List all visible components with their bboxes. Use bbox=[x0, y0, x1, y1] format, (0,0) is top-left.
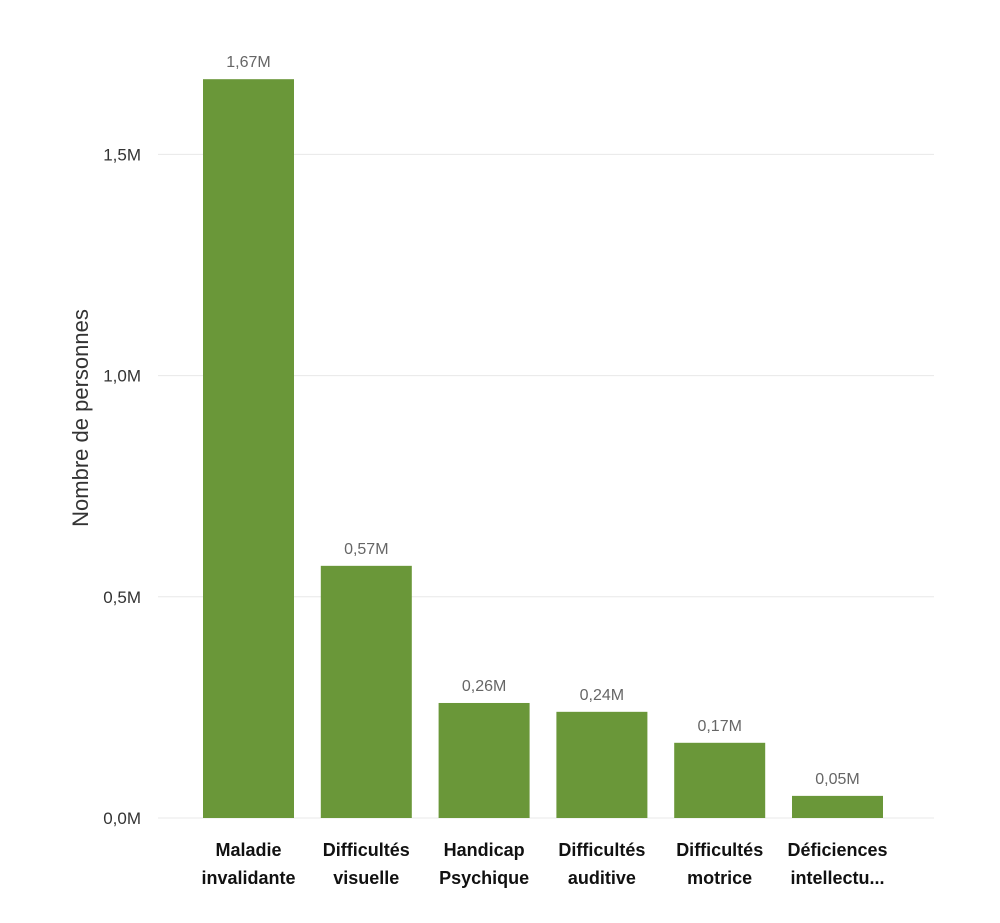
bar-4 bbox=[674, 742, 766, 818]
x-category-label-1-line-1: visuelle bbox=[333, 868, 399, 888]
x-category-label-3: Difficultés auditive bbox=[558, 840, 645, 888]
data-label-2: 0,26M bbox=[462, 678, 506, 695]
x-category-label-0: Maladie invalidante bbox=[201, 840, 295, 888]
y-axis-title: Nombre de personnes bbox=[68, 309, 93, 527]
x-category-label-4-line-0: Difficultés bbox=[676, 840, 763, 860]
x-category-label-5: Déficiences intellectu... bbox=[787, 840, 887, 888]
y-tick-label-2: 1,0M bbox=[103, 367, 141, 386]
x-category-label-2-line-1: Psychique bbox=[439, 868, 529, 888]
bar-2 bbox=[438, 702, 530, 818]
data-label-1: 0,57M bbox=[344, 541, 388, 558]
data-label-5: 0,05M bbox=[815, 771, 859, 788]
x-category-label-0-line-1: invalidante bbox=[201, 868, 295, 888]
data-label-4: 0,17M bbox=[697, 718, 741, 735]
x-category-label-5-line-0: Déficiences bbox=[787, 840, 887, 860]
x-category-label-4-line-1: motrice bbox=[687, 868, 752, 888]
y-tick-label-3: 1,5M bbox=[103, 145, 141, 164]
x-category-label-4: Difficultés motrice bbox=[676, 840, 763, 888]
x-category-label-2: Handicap Psychique bbox=[439, 840, 529, 888]
bar-3 bbox=[556, 711, 648, 818]
data-label-0: 1,67M bbox=[226, 54, 270, 71]
bars bbox=[203, 79, 883, 818]
x-category-label-0-line-0: Maladie bbox=[215, 840, 281, 860]
x-category-label-3-line-1: auditive bbox=[568, 868, 636, 888]
data-labels: 1,67M 0,57M 0,26M 0,24M 0,17M 0,05M bbox=[226, 54, 859, 788]
x-category-label-1: Difficultés visuelle bbox=[323, 840, 410, 888]
bar-5 bbox=[792, 795, 883, 818]
y-tick-label-1: 0,5M bbox=[103, 588, 141, 607]
bar-1 bbox=[320, 565, 412, 818]
x-category-label-5-line-1: intellectu... bbox=[790, 868, 884, 888]
data-label-3: 0,24M bbox=[580, 687, 624, 704]
y-tick-label-0: 0,0M bbox=[103, 809, 141, 828]
bar-0 bbox=[203, 79, 294, 818]
y-axis-ticks: 0,0M 0,5M 1,0M 1,5M bbox=[103, 145, 141, 828]
x-category-label-3-line-0: Difficultés bbox=[558, 840, 645, 860]
x-axis-categories: Maladie invalidante Difficultés visuelle Han… bbox=[201, 840, 887, 888]
x-category-label-2-line-0: Handicap bbox=[444, 840, 525, 860]
x-category-label-1-line-0: Difficultés bbox=[323, 840, 410, 860]
